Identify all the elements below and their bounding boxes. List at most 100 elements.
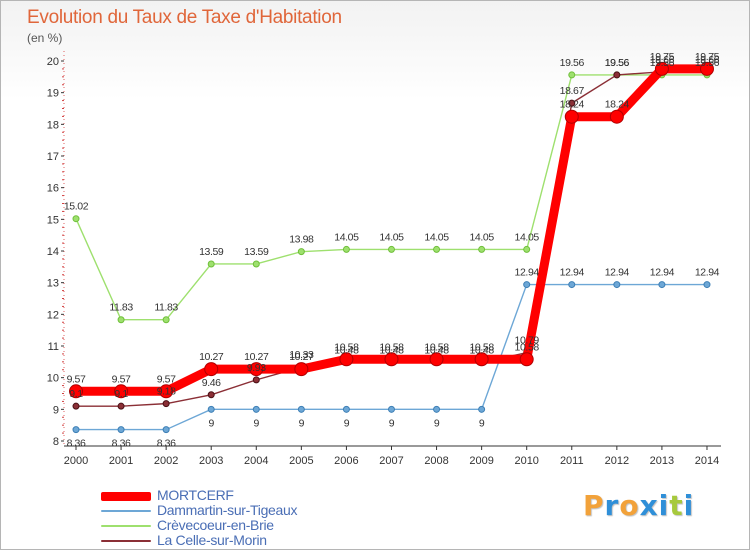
data-point-dammartin	[703, 281, 711, 289]
data-point-mortcerf	[474, 352, 489, 367]
data-label-dammartin: 12.94	[560, 267, 585, 279]
logo-letter: t	[669, 489, 684, 522]
legend-label-dammartin: Dammartin-sur-Tigeaux	[157, 502, 298, 518]
data-label-mortcerf: 10.27	[289, 351, 314, 363]
data-label-la-celle: 18.67	[560, 85, 585, 97]
legend-swatch-crevecoeur	[101, 525, 151, 527]
data-point-dammartin	[297, 405, 305, 413]
data-point-dammartin	[117, 426, 125, 434]
chart-title: Evolution du Taux de Taxe d'Habitation	[27, 7, 342, 28]
logo-letter: i	[683, 489, 695, 522]
data-point-dammartin	[162, 426, 170, 434]
data-point-mortcerf	[294, 362, 309, 377]
data-label-crevecoeur: 15.02	[64, 201, 89, 213]
data-label-la-celle: 9.18	[157, 386, 176, 398]
data-point-mortcerf	[699, 61, 714, 76]
data-point-crevecoeur	[162, 316, 170, 324]
data-point-dammartin	[433, 405, 441, 413]
data-label-mortcerf: 18.24	[560, 99, 585, 111]
legend: MORTCERF Dammartin-sur-Tigeaux Crèvecoeu…	[101, 487, 361, 548]
x-tick-label: 2005	[289, 455, 313, 467]
y-tick-label: 15	[47, 214, 59, 226]
data-point-mortcerf	[384, 352, 399, 367]
data-label-dammartin: 12.94	[515, 267, 540, 279]
data-point-mortcerf	[429, 352, 444, 367]
data-label-crevecoeur: 11.83	[109, 302, 133, 314]
data-point-la-celle	[117, 402, 125, 410]
data-point-crevecoeur	[523, 245, 531, 253]
data-label-crevecoeur: 14.05	[515, 231, 540, 243]
data-label-dammartin: 9	[254, 417, 260, 429]
data-label-dammartin: 8.36	[157, 438, 176, 450]
data-point-mortcerf	[339, 352, 354, 367]
y-tick-label: 20	[47, 56, 59, 68]
data-label-la-celle: 9.93	[247, 362, 266, 374]
data-label-crevecoeur: 14.05	[379, 231, 404, 243]
data-point-crevecoeur	[297, 248, 305, 256]
data-point-dammartin	[72, 426, 80, 434]
data-label-la-celle: 19.66	[695, 54, 720, 66]
y-tick-label: 10	[47, 373, 59, 385]
axes: 8 9 10 11 12 13 14 15 16 17 18 19 20 2000 2001 2002 2003…	[47, 51, 721, 467]
data-point-crevecoeur	[433, 245, 441, 253]
data-point-crevecoeur	[478, 245, 486, 253]
data-point-mortcerf	[204, 362, 219, 377]
data-label-mortcerf: 10.58	[424, 341, 449, 353]
data-point-mortcerf	[69, 384, 83, 399]
x-tick-label: 2013	[650, 455, 674, 467]
data-label-mortcerf: 10.58	[334, 341, 359, 353]
data-label-crevecoeur: 19.56	[695, 57, 720, 69]
data-label-mortcerf: 10.27	[199, 351, 224, 363]
data-point-dammartin	[478, 405, 486, 413]
x-tick-label: 2004	[244, 455, 268, 467]
y-tick-label: 19	[47, 88, 59, 100]
data-label-dammartin: 12.94	[605, 267, 630, 279]
data-label-dammartin: 12.94	[695, 267, 720, 279]
x-tick-label: 2012	[605, 455, 629, 467]
data-label-mortcerf: 9.57	[112, 373, 131, 385]
x-tick-label: 2011	[560, 455, 584, 467]
data-point-mortcerf	[609, 109, 624, 124]
data-point-mortcerf	[564, 109, 579, 124]
data-label-crevecoeur: 19.56	[650, 57, 675, 69]
x-tick-label: 2006	[334, 455, 358, 467]
x-tick-label: 2000	[64, 455, 88, 467]
logo-letter: o	[619, 489, 640, 522]
legend-swatch-dammartin	[101, 510, 151, 512]
data-point-dammartin	[252, 405, 260, 413]
series-mortcerf	[69, 61, 714, 399]
legend-swatch-mortcerf	[101, 491, 151, 501]
data-point-mortcerf	[654, 61, 669, 76]
data-label-crevecoeur: 13.98	[289, 234, 314, 246]
data-point-la-celle	[252, 376, 260, 384]
data-label-la-celle: 10.48	[424, 344, 449, 356]
legend-item-dammartin: Dammartin-sur-Tigeaux	[101, 502, 361, 518]
data-label-mortcerf: 10.58	[469, 341, 494, 353]
data-label-mortcerf: 10.58	[379, 341, 404, 353]
data-point-crevecoeur	[568, 71, 576, 79]
data-label-crevecoeur: 19.56	[605, 57, 630, 69]
data-label-mortcerf: 10.27	[244, 351, 269, 363]
data-label-la-celle: 9.1	[114, 388, 128, 400]
proxiti-logo: Proxiti	[583, 489, 694, 522]
data-label-crevecoeur: 14.05	[469, 231, 494, 243]
series-layer	[69, 61, 714, 434]
data-label-mortcerf: 9.57	[67, 373, 86, 385]
data-label-crevecoeur: 14.05	[424, 231, 449, 243]
y-tick-label: 8	[53, 436, 59, 448]
data-label-mortcerf: 9.57	[157, 373, 176, 385]
data-point-mortcerf	[519, 352, 534, 367]
data-label-dammartin: 9	[479, 417, 485, 429]
y-tick-label: 11	[48, 341, 59, 353]
legend-item-crevecoeur: Crèvecoeur-en-Brie	[101, 517, 361, 533]
data-label-mortcerf: 18.24	[605, 99, 630, 111]
data-label-la-celle: 19.56	[605, 57, 630, 69]
data-label-dammartin: 8.36	[112, 438, 131, 450]
data-label-mortcerf: 19.75	[695, 51, 720, 63]
data-label-dammartin: 9	[208, 417, 214, 429]
data-point-crevecoeur	[117, 316, 125, 324]
data-label-mortcerf: 19.75	[650, 51, 675, 63]
x-tick-label: 2003	[199, 455, 223, 467]
data-label-la-celle: 10.48	[469, 344, 494, 356]
